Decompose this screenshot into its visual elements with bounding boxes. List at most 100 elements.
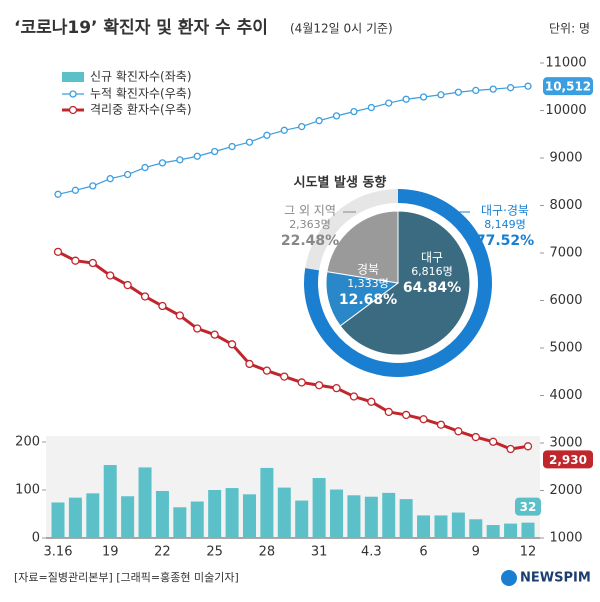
bar <box>173 507 187 538</box>
slice-percent: 12.68% <box>339 292 397 308</box>
point <box>436 420 446 429</box>
bar <box>330 489 344 538</box>
value-label-box <box>515 497 541 516</box>
bar <box>364 496 378 538</box>
legend-label: 누적 확진자수(우축) <box>90 87 192 101</box>
point <box>524 82 532 90</box>
brand-logo <box>501 570 517 586</box>
bar <box>51 502 65 538</box>
point <box>419 93 428 101</box>
pie-slice <box>339 210 471 356</box>
bar <box>504 523 518 538</box>
bar <box>208 490 222 538</box>
bar <box>295 500 309 538</box>
point <box>437 91 445 99</box>
x-tick-label: 9 <box>472 545 480 560</box>
point <box>298 122 306 131</box>
point <box>245 359 254 369</box>
y2-tick-label: 9000 <box>549 151 582 166</box>
slice-value: 2,363명 <box>289 218 331 231</box>
y-tick-label: 100 <box>15 483 40 498</box>
y-tick-label: 200 <box>15 435 40 450</box>
point <box>384 407 393 417</box>
legend-swatch <box>62 72 84 82</box>
point <box>280 126 288 134</box>
legend-label: 신규 확진자수(좌축) <box>90 70 192 84</box>
pie-slice <box>325 271 400 327</box>
y2-tick-label: 3000 <box>549 436 582 451</box>
value-label-box <box>543 450 593 469</box>
bar <box>103 465 117 538</box>
bar <box>121 496 135 538</box>
bar <box>434 515 448 538</box>
slice-name: 대구 <box>421 251 443 265</box>
point <box>402 95 410 103</box>
chart-subtitle: (4월12일 0시 기준) <box>290 22 393 36</box>
slice-value: 1,333명 <box>347 277 389 290</box>
value-label-box <box>543 77 593 96</box>
x-tick-label: 28 <box>259 545 276 560</box>
pie-title: 시도별 발생 동향 <box>294 175 387 191</box>
bar <box>382 492 396 538</box>
value-label: 2,930 <box>549 453 587 467</box>
point <box>280 372 289 381</box>
y2-tick-label: 8000 <box>549 198 582 213</box>
value-label: 32 <box>520 500 537 514</box>
bar <box>399 499 413 538</box>
bar <box>190 501 204 538</box>
point <box>471 432 480 442</box>
point <box>472 86 480 95</box>
point <box>193 324 202 333</box>
bar <box>417 515 431 538</box>
point <box>367 103 375 112</box>
slice-value: 8,149명 <box>484 218 526 231</box>
point <box>245 138 254 146</box>
x-tick-label: 31 <box>311 545 328 560</box>
source: [자료=질병관리본부] [그래픽=홍종현 미술기자] <box>14 570 239 584</box>
unit-label: 단위: 명 <box>549 22 590 36</box>
slice-percent: 22.48% <box>281 233 339 249</box>
line <box>57 250 529 451</box>
point <box>506 444 515 454</box>
bar <box>451 512 465 538</box>
bar <box>68 497 82 538</box>
slice-percent: 64.84% <box>403 280 461 296</box>
point <box>158 301 167 311</box>
point <box>367 397 376 406</box>
brand: NEWSPIM <box>520 571 591 586</box>
slice-name: 경북 <box>357 263 379 277</box>
slice-value: 6,816명 <box>411 265 453 278</box>
pie-slice <box>326 210 399 284</box>
point <box>228 142 236 151</box>
y2-tick-label: 5000 <box>549 341 582 356</box>
x-tick-label: 22 <box>154 545 171 560</box>
point <box>71 256 80 265</box>
y-tick-label: 0 <box>32 531 40 546</box>
point <box>489 85 497 93</box>
chart-title: ‘코로나19’ 확진자 및 환자 수 추이 <box>14 18 268 38</box>
legend-marker <box>68 105 78 115</box>
point <box>401 410 411 420</box>
point <box>332 112 341 120</box>
x-tick-label: 3.16 <box>44 545 73 560</box>
point <box>141 163 149 172</box>
value-label: 10,512 <box>545 80 591 94</box>
point <box>53 247 63 257</box>
bar <box>225 488 239 538</box>
y2-tick-label: 1000 <box>549 531 582 546</box>
point <box>332 383 341 393</box>
point <box>106 175 114 183</box>
y2-tick-label: 11000 <box>545 56 586 71</box>
y2-tick-label: 7000 <box>549 246 582 261</box>
x-tick-label: 4.3 <box>361 545 382 560</box>
point <box>123 170 132 179</box>
x-tick-label: 19 <box>102 545 119 560</box>
point <box>88 258 97 268</box>
line <box>57 85 529 195</box>
point <box>419 415 428 424</box>
x-tick-label: 6 <box>419 545 427 560</box>
point <box>71 186 80 194</box>
point <box>454 427 463 436</box>
y2-tick-label: 2000 <box>549 483 582 498</box>
